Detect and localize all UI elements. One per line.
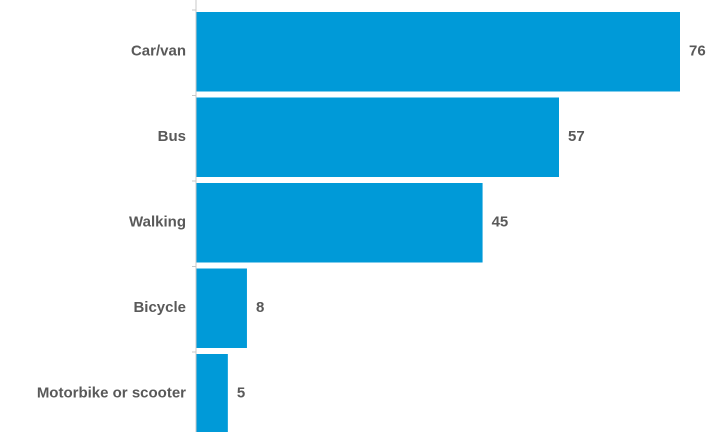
bar-walking <box>196 183 483 263</box>
category-label: Walking <box>129 214 186 231</box>
data-label: 5 <box>237 385 245 402</box>
data-label: 8 <box>256 299 264 316</box>
y-axis <box>192 0 197 432</box>
bar-bus <box>196 97 559 177</box>
category-label: Car/van <box>131 43 186 60</box>
bars-group <box>196 12 680 432</box>
category-label: Bicycle <box>133 299 186 316</box>
data-label: 57 <box>568 128 585 145</box>
value-labels: 76 57 45 8 5 <box>237 43 706 402</box>
bar-bicycle <box>196 268 247 348</box>
category-label: Bus <box>158 128 186 145</box>
bar-motorbike-or-scooter <box>196 354 228 432</box>
category-labels: Car/van Bus Walking Bicycle Motorbike or sco… <box>37 43 186 402</box>
category-label: Motorbike or scooter <box>37 385 186 402</box>
data-label: 45 <box>492 214 509 231</box>
bar-car-van <box>196 12 680 92</box>
data-label: 76 <box>689 43 706 60</box>
